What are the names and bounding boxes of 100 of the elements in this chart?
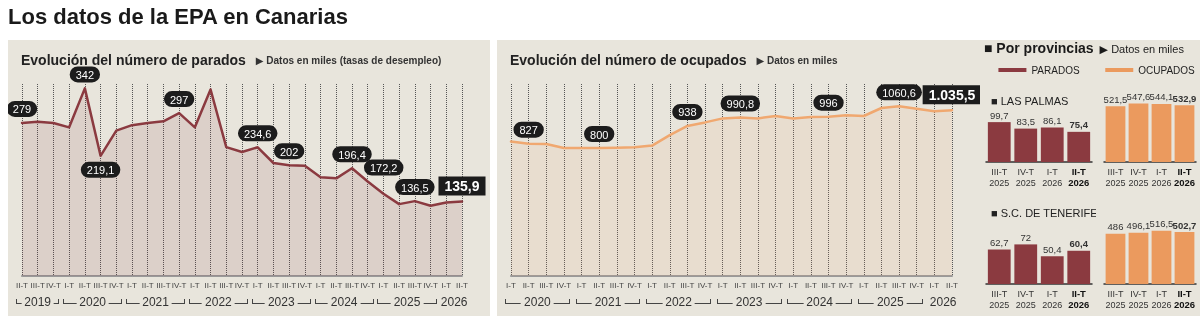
x-tick-label: IV-T 2025 (1128, 288, 1149, 310)
x-tick-label: III-T (30, 280, 45, 290)
x-tick-label: IV-T (909, 280, 925, 290)
x-tick-label: II-T (734, 280, 747, 290)
x-tick-label: II-T (875, 280, 888, 290)
x-tick-label: I-T (506, 280, 516, 290)
x-tick-label: I-T 2026 (1042, 288, 1063, 310)
x-tick-label: IV-T (838, 280, 854, 290)
x-tick-label: III-T (891, 280, 907, 290)
x-tick-label: I-T 2026 (1151, 288, 1172, 310)
x-tick-label: I-T (647, 280, 658, 290)
x-tick-label: II-T (522, 280, 535, 290)
x-tick-label: II-T (946, 280, 959, 290)
legend-label: OCUPADOS (1138, 64, 1196, 76)
x-tick-label: II-T (141, 280, 154, 290)
x-tick-label: I-T (576, 280, 587, 290)
x-tick-label: IV-T 2025 (1128, 166, 1149, 188)
x-tick-label: III-T 2025 (989, 166, 1010, 188)
chart-subtitle: ▶ Datos en miles (756, 54, 838, 66)
x-tick-label: I-T (189, 280, 200, 290)
text: 2022 (202, 295, 235, 309)
data-label: 219,1 (86, 164, 115, 177)
x-tick-label: III-T (609, 280, 625, 290)
text: 2021 (139, 295, 172, 309)
x-tick-label: III-T (750, 280, 766, 290)
x-tick-label: I-T 2026 (1151, 166, 1172, 188)
data-label: 800 (590, 128, 609, 141)
bar (1014, 128, 1038, 162)
chart-title: Evolución del número de parados (21, 52, 247, 68)
text: 2025 (390, 295, 424, 309)
x-tick-label: II-T 2026 (1173, 166, 1196, 188)
x-tick-label: IV-T (627, 280, 642, 290)
text: 2025 (873, 295, 907, 309)
data-label: 297 (169, 93, 189, 106)
data-label: 60,4 (1069, 238, 1089, 250)
x-tick-label: IV-T (108, 280, 124, 290)
data-label: 547,6 (1126, 91, 1151, 103)
text: 2026 (926, 295, 960, 309)
x-tick-label: III-T 2025 (989, 288, 1010, 310)
data-label: 1.035,5 (928, 87, 976, 104)
data-label: 544,1 (1149, 91, 1174, 103)
data-label: 86,1 (1043, 115, 1062, 127)
data-label: 62,7 (990, 237, 1009, 249)
x-tick-label: III-T (539, 280, 554, 290)
x-tick-label: III-T (282, 280, 297, 290)
data-label: 136,5 (401, 181, 429, 194)
x-tick-label: III-T 2025 (1105, 288, 1126, 310)
text: 2019 (21, 295, 55, 309)
x-tick-label: IV-T 2025 (1015, 166, 1036, 188)
x-tick-label: II-T (393, 280, 406, 290)
text: 2021 (591, 295, 625, 309)
x-tick-label: I-T (858, 280, 869, 290)
x-tick-label: IV-T (423, 280, 439, 290)
x-tick-label: IV-T (768, 280, 784, 290)
data-label: 486 (1107, 221, 1124, 233)
bar (987, 249, 1011, 284)
data-label: 516,5 (1149, 218, 1174, 230)
text: 2024 (327, 295, 361, 309)
bar (1014, 244, 1038, 284)
data-label: 234,6 (243, 127, 272, 140)
data-label: 996 (819, 97, 838, 110)
data-label: 50,4 (1043, 243, 1062, 255)
bar (1040, 256, 1064, 284)
x-tick-label: II-T (267, 280, 280, 290)
x-tick-label: II-T 2026 (1068, 288, 1090, 310)
x-tick-label: III-T 2025 (1105, 166, 1126, 188)
text: 2026 (437, 295, 471, 309)
x-tick-label: II-T (330, 280, 343, 290)
x-tick-label: III-T (344, 280, 360, 290)
data-label: 990,8 (726, 97, 755, 110)
x-tick-label: I-T (64, 280, 75, 290)
x-tick-label: IV-T (697, 280, 713, 290)
data-label: 72 (1020, 231, 1032, 243)
x-tick-label: I-T (315, 280, 326, 290)
x-tick-label: I-T (929, 280, 940, 290)
x-tick-label: III-T (680, 280, 695, 290)
bar (1040, 127, 1064, 162)
x-tick-label: I-T (441, 280, 452, 290)
data-label: 496,1 (1126, 220, 1151, 232)
x-tick-label: II-T (804, 280, 817, 290)
x-tick-label: III-T (93, 280, 108, 290)
data-label: 75,4 (1069, 119, 1089, 131)
text: ■ Por provincias (984, 40, 1094, 56)
text: ▶ Datos en miles (1099, 43, 1184, 56)
x-tick-label: IV-T (360, 280, 376, 290)
data-label: 83,5 (1016, 116, 1035, 128)
text: 2024 (803, 295, 837, 309)
bar (1067, 131, 1091, 162)
x-tick-label: II-T 2026 (1173, 288, 1196, 310)
data-label: 827 (519, 124, 538, 137)
data-label: 342 (75, 68, 95, 81)
text: 2022 (662, 295, 695, 309)
text: Los datos de la EPA en Canarias (8, 4, 348, 30)
data-label: 172,2 (369, 162, 398, 175)
x-tick-label: II-T (593, 280, 606, 290)
legend-label: PARADOS (1031, 64, 1080, 76)
bar (1067, 250, 1091, 284)
x-tick-label: IV-T (556, 280, 572, 290)
data-label: 521,5 (1103, 93, 1128, 105)
chart-subtitle: ▶ Datos en miles (tasas de desempleo) (255, 54, 442, 66)
